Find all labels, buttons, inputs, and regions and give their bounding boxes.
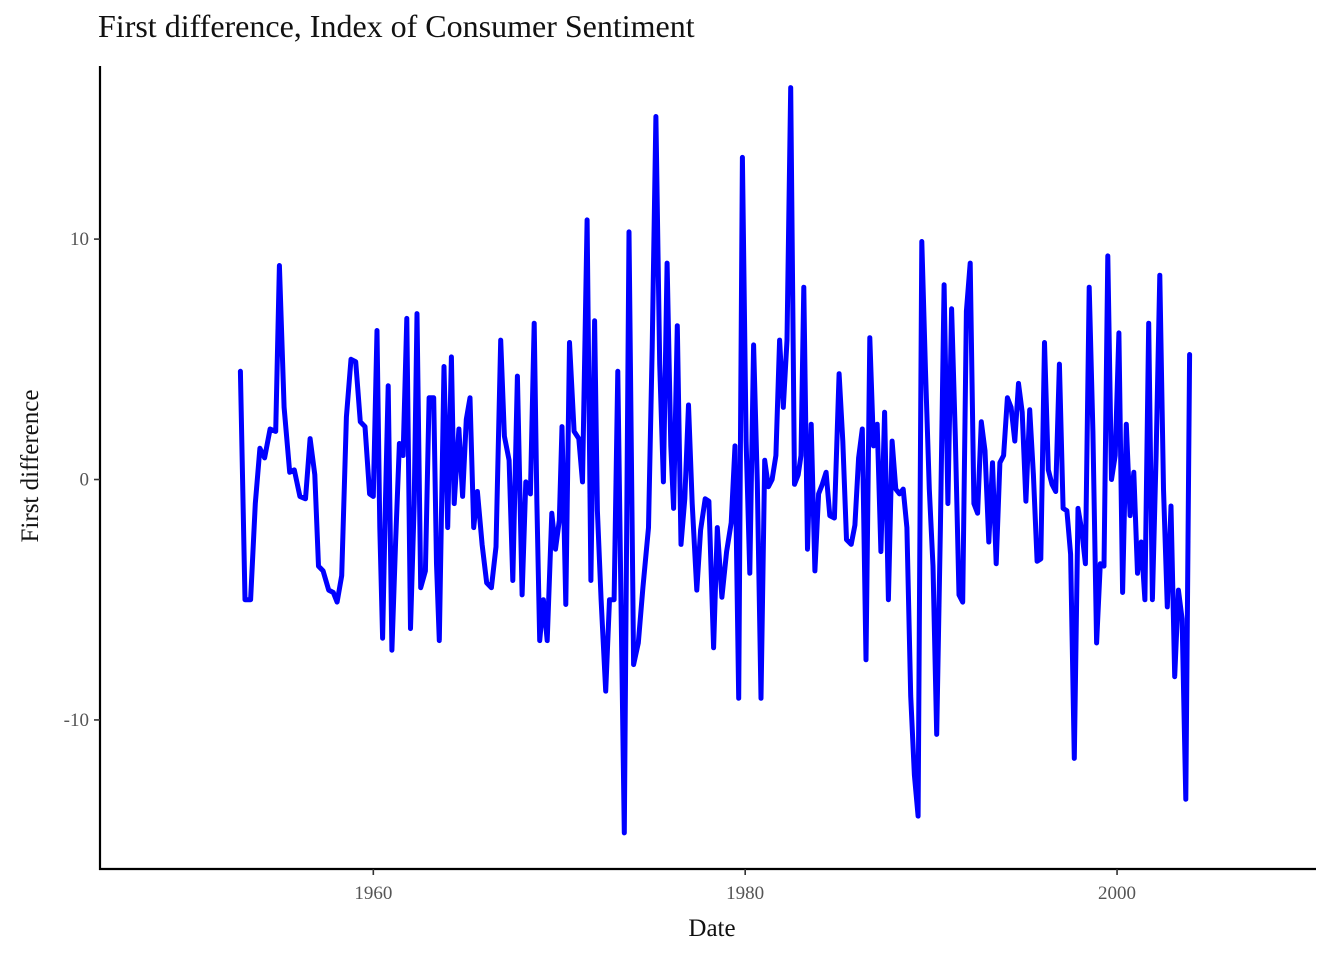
x-tick-label: 2000: [1098, 883, 1136, 904]
y-tick-label: 0: [80, 470, 90, 491]
x-axis-title: Date: [688, 915, 735, 942]
y-tick-label: 10: [70, 229, 89, 250]
x-tick-label: 1980: [726, 883, 764, 904]
y-tick-label: -10: [64, 710, 89, 731]
series-line-group: [237, 85, 1193, 836]
series-line: [237, 85, 1193, 836]
tick-group: -10 0 10 1960 1980 2000: [64, 229, 1136, 904]
y-axis-title: First difference: [17, 390, 44, 543]
x-tick-label: 1960: [354, 883, 392, 904]
axes: [98, 66, 1316, 871]
chart-title: First difference, Index of Consumer Sent…: [98, 8, 695, 44]
